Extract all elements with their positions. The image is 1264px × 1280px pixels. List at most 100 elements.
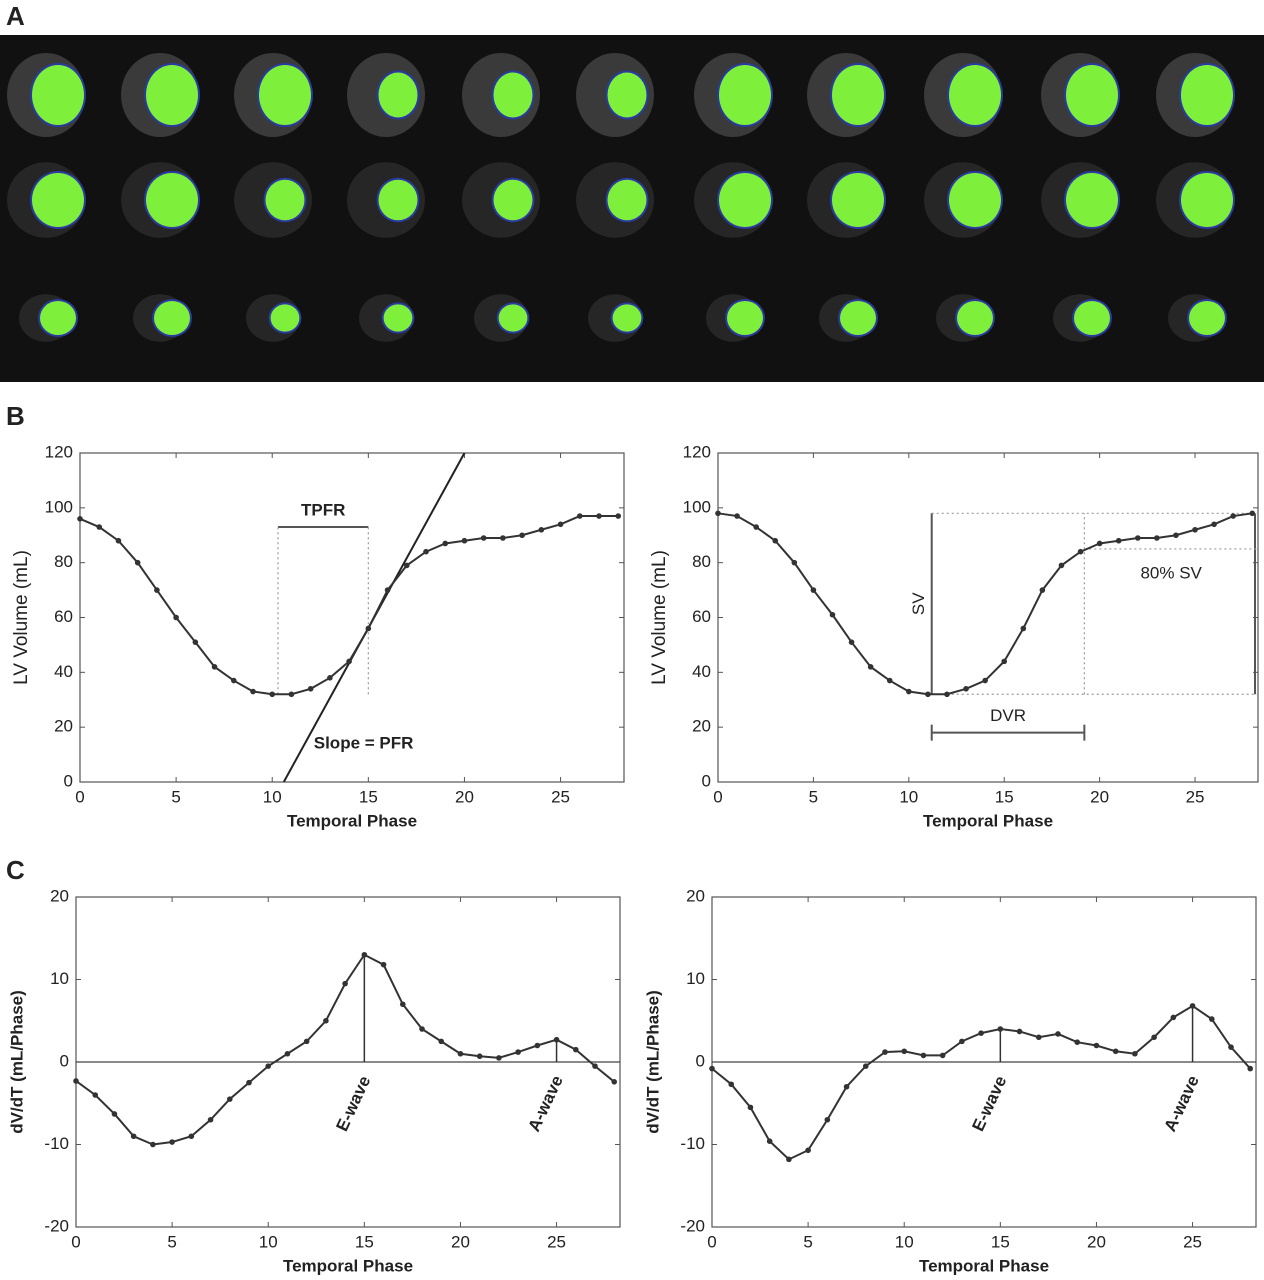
ventricle: [1074, 301, 1110, 335]
data-point: [173, 614, 179, 621]
data-point: [207, 1116, 214, 1123]
wave-label: A-wave: [1160, 1073, 1202, 1135]
x-tick-label: 5: [167, 1232, 176, 1251]
data-line: [79, 515, 619, 696]
data-point: [230, 677, 237, 684]
data-point: [843, 1083, 850, 1090]
data-point: [327, 675, 333, 681]
data-point: [939, 1052, 946, 1059]
data-point: [211, 664, 218, 670]
ventricle: [40, 301, 76, 335]
y-tick-label: 20: [692, 717, 711, 736]
data-point: [901, 1048, 908, 1055]
ventricle: [32, 173, 84, 227]
y-tick-label: 0: [696, 1051, 705, 1070]
data-point: [1228, 1044, 1234, 1050]
y-axis-label: dV/dT (mL/Phase): [7, 990, 26, 1134]
ventricle: [383, 304, 413, 332]
data-point: [906, 688, 912, 695]
y-tick-label: 40: [54, 662, 73, 681]
data-point: [188, 1133, 195, 1140]
y-tick-label: -10: [44, 1134, 69, 1153]
data-point: [365, 625, 372, 632]
data-point: [130, 1133, 137, 1140]
y-tick-label: 0: [60, 1051, 69, 1070]
x-tick-label: 20: [451, 1232, 470, 1251]
data-point: [1020, 625, 1027, 632]
x-tick-label: 15: [991, 1232, 1010, 1251]
data-point: [1151, 1034, 1157, 1041]
data-point: [882, 1049, 888, 1055]
x-tick-label: 25: [1186, 787, 1205, 806]
data-point: [805, 1147, 811, 1154]
data-point: [747, 1104, 754, 1111]
data-point: [963, 685, 969, 692]
data-point: [810, 587, 817, 593]
data-line: [711, 1004, 1251, 1161]
x-tick-label: 20: [455, 787, 474, 806]
y-tick-label: 60: [692, 607, 711, 626]
ventricle: [146, 65, 198, 125]
x-axis-label: Temporal Phase: [923, 811, 1053, 830]
data-point: [269, 691, 276, 698]
data-point: [576, 513, 583, 519]
data-point: [442, 540, 449, 547]
data-point: [1192, 526, 1198, 533]
data-point: [1211, 521, 1217, 528]
data-point: [246, 1079, 252, 1086]
x-tick-label: 5: [809, 787, 818, 806]
ventricle: [832, 173, 884, 227]
data-point: [399, 1001, 406, 1008]
data-point: [1055, 1031, 1061, 1037]
data-point: [265, 1063, 272, 1069]
data-point: [553, 1036, 560, 1043]
y-tick-label: 10: [50, 969, 69, 988]
ventricle: [493, 72, 533, 118]
ventricle: [154, 301, 190, 335]
data-point: [480, 535, 487, 541]
y-tick-label: 20: [54, 717, 73, 736]
panel-label: C: [6, 855, 25, 885]
data-point: [1039, 587, 1046, 593]
y-tick-label: -20: [680, 1216, 705, 1235]
ventricle: [498, 304, 528, 332]
data-point: [709, 1065, 715, 1072]
data-point: [515, 1049, 521, 1055]
data-point: [423, 548, 429, 555]
data-point: [615, 513, 622, 519]
data-point: [728, 1081, 735, 1088]
x-tick-label: 15: [355, 1232, 374, 1251]
data-point: [115, 537, 122, 544]
data-point: [284, 1050, 291, 1057]
x-tick-label: 25: [547, 1232, 566, 1251]
data-point: [150, 1141, 156, 1148]
data-point: [342, 980, 348, 987]
y-tick-label: 10: [686, 969, 705, 988]
x-tick-label: 15: [995, 787, 1014, 806]
x-tick-label: 10: [899, 787, 918, 806]
data-point: [1230, 513, 1236, 519]
annotation: TPFR: [301, 501, 345, 520]
annotation: SV: [909, 592, 928, 615]
data-point: [1093, 1042, 1100, 1049]
ventricle: [727, 301, 763, 335]
data-point: [867, 664, 874, 670]
data-point: [323, 1017, 329, 1024]
x-tick-label: 25: [1183, 1232, 1202, 1251]
data-point: [457, 1050, 464, 1057]
data-point: [1001, 658, 1008, 665]
data-point: [496, 1055, 502, 1061]
data-point: [307, 685, 314, 692]
data-point: [920, 1052, 927, 1059]
data-point: [92, 1092, 99, 1098]
x-tick-label: 0: [71, 1232, 80, 1251]
y-tick-label: 100: [683, 497, 711, 516]
ventricle: [378, 179, 418, 221]
data-point: [1077, 548, 1084, 555]
data-point: [77, 516, 83, 522]
data-line: [717, 512, 1253, 696]
data-point: [1170, 1014, 1177, 1021]
y-tick-label: 0: [702, 771, 711, 790]
x-tick-label: 25: [551, 787, 570, 806]
